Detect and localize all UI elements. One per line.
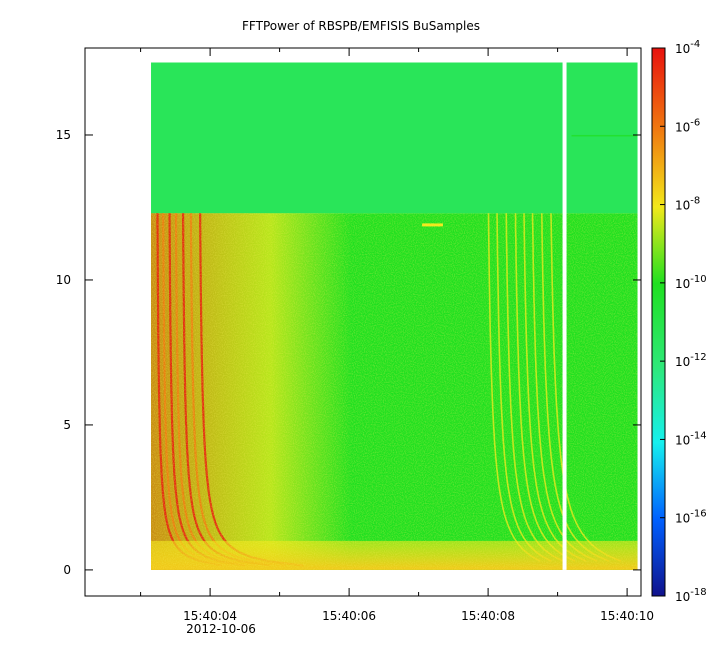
colorbar-tick-label: 10-6 (675, 117, 700, 134)
x-tick-label: 15:40:06 (322, 609, 376, 623)
colorbar-tick-label: 10-16 (675, 509, 707, 526)
plot-area (151, 62, 638, 570)
x-tick-label: 15:40:04 (183, 609, 237, 623)
colorbar-tick-label: 10-10 (675, 274, 707, 291)
x-tick-label: 15:40:08 (461, 609, 515, 623)
colorbar-tick-label: 10-18 (675, 587, 707, 604)
speckle-noise (151, 213, 638, 570)
plot-frame (84, 47, 642, 597)
y-tick-label: 0 (63, 563, 71, 577)
colorbar-tick-label: 10-12 (675, 352, 707, 369)
colorbar-ticks: 10-4 10-6 10-8 10-10 10-12 10-14 10-16 10-18 (660, 39, 707, 604)
y-tick-label: 10 (56, 273, 71, 287)
spectrogram-image (151, 62, 638, 570)
upper-band-tint (151, 62, 638, 214)
y-axis: 0 5 10 15 (56, 128, 641, 577)
y-tick-label: 15 (56, 128, 71, 142)
colorbar: 10-4 10-6 10-8 10-10 10-12 10-14 10-16 10-18 (651, 39, 707, 604)
x-tick-label: 15:40:10 (600, 609, 654, 623)
colorbar-tick-label: 10-14 (675, 430, 707, 447)
narrowband-line-15 (571, 134, 638, 137)
colorbar-tick-label: 10-4 (675, 39, 700, 56)
y-tick-label: 5 (63, 418, 71, 432)
x-axis: 15:40:04 15:40:06 15:40:08 15:40:10 (140, 48, 654, 623)
chart-title: FFTPower of RBSPB/EMFISIS BuSamples (242, 19, 480, 33)
upper-band (151, 62, 638, 214)
colorbar-tick-label: 10-8 (675, 196, 700, 213)
colorbar-gradient (651, 47, 666, 597)
x-axis-date-label: 2012-10-06 (186, 622, 256, 636)
data-gap (562, 62, 567, 570)
